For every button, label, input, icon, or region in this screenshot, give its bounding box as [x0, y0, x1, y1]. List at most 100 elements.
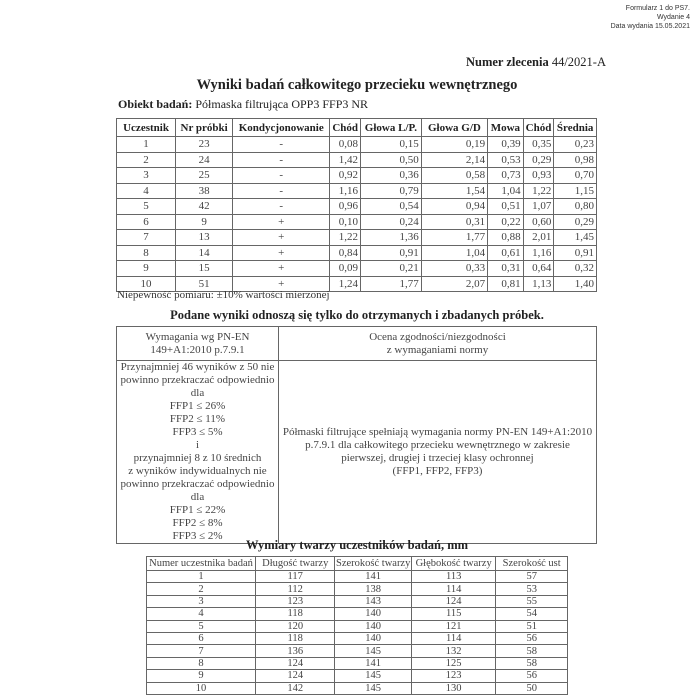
face-header-cell: Szerokość ust: [495, 556, 568, 571]
results-cell: -: [232, 136, 331, 153]
table-row: 1 23-0,08 0,15 0,19 0,39 0,35 0,23: [115, 136, 597, 153]
results-cell: 2,14: [420, 151, 489, 168]
results-cell: +: [232, 213, 331, 230]
face-cell: 51: [495, 619, 568, 633]
results-cell: 0,23: [553, 136, 597, 153]
results-cell: 0,96: [329, 198, 361, 215]
text-line: 149+A1:2010 p.7.9.1: [150, 343, 245, 356]
text-line: Wymagania wg PN-EN: [145, 330, 250, 343]
results-cell: 1,36: [360, 229, 422, 246]
results-cell: 24: [175, 151, 234, 168]
results-cell: 51: [175, 275, 234, 292]
results-cell: 0,21: [360, 260, 422, 277]
results-cell: +: [232, 229, 331, 246]
table-row: 9 15 +0,09 0,21 0,33 0,31 0,64 0,32: [115, 260, 597, 277]
face-table-title: Wymiary twarzy uczestników badań, mm: [245, 538, 469, 552]
results-cell: 2,07: [420, 275, 489, 292]
face-cell: 115: [410, 607, 497, 621]
results-cell: 1,45: [553, 229, 597, 246]
results-header-cell: Chód: [522, 118, 555, 137]
results-cell: 0,09: [329, 260, 361, 277]
face-cell: 7: [145, 644, 257, 658]
face-cell: 124: [255, 669, 336, 683]
results-cell: 0,80: [553, 198, 597, 215]
face-cell: 136: [255, 644, 336, 658]
results-header-cell: Chód: [329, 118, 361, 137]
results-cell: 1,40: [553, 275, 597, 292]
results-cell: 1,77: [360, 275, 422, 292]
face-cell: 56: [495, 669, 568, 683]
results-header-cell: Kondycjonowanie: [232, 118, 331, 137]
face-cell: 54: [495, 607, 568, 621]
requirements-body-row: Przynajmniej 46 wyników z 50 nie powinno …: [116, 360, 597, 544]
face-cell: 140: [334, 607, 412, 621]
results-cell: 0,08: [329, 136, 361, 153]
results-cell: 0,33: [420, 260, 489, 277]
text-line: (FFP1, FFP2, FFP3): [392, 465, 483, 477]
results-header-row: Uczestnik Nr próbki Kondycjonowanie Chód Gło…: [115, 118, 597, 137]
scope-note: Podane wyniki odnoszą się tylko do otrzy…: [170, 308, 544, 322]
text-line: FFP2 ≤ 11%: [169, 413, 226, 425]
face-cell: 58: [495, 656, 568, 671]
face-cell: 118: [255, 631, 336, 646]
assessment-text: Półmaski filtrujące spełniają wymagania …: [278, 360, 597, 544]
text-line: przynajmniej 8 z 10 średnich: [133, 452, 262, 464]
results-cell: 13: [175, 229, 234, 246]
table-row: 3 123 143 124 55: [145, 594, 568, 609]
table-row: 2 112 138 114 53: [145, 582, 568, 596]
results-cell: 1,24: [329, 275, 361, 292]
face-header-cell: Głębokość twarzy: [410, 556, 497, 571]
table-row: 6 118 140 114 56: [145, 631, 568, 646]
face-cell: 55: [495, 594, 568, 609]
results-cell: 38: [175, 182, 234, 199]
face-cell: 141: [334, 656, 412, 671]
results-cell: +: [232, 244, 331, 261]
results-cell: 1,22: [522, 182, 555, 199]
text-line: i: [195, 439, 200, 451]
order-value: 44/2021-A: [551, 55, 606, 69]
results-cell: 0,15: [360, 136, 422, 153]
results-cell: 0,54: [360, 198, 422, 215]
order-label: Numer zlecenia: [465, 55, 549, 69]
results-cell: +: [232, 275, 331, 292]
results-cell: 9: [175, 213, 234, 230]
face-cell: 114: [410, 582, 497, 596]
face-cell: 114: [410, 631, 497, 646]
results-cell: 0,64: [522, 260, 555, 277]
results-cell: 0,53: [487, 151, 524, 168]
issue-date: Data wydania 15.05.2021: [610, 23, 690, 30]
text-line: powinno przekraczać odpowiednio: [120, 478, 275, 490]
results-cell: 0,22: [487, 213, 524, 230]
text-line: FFP3 ≤ 2%: [172, 530, 223, 542]
page-title: Wyniki badań całkowitego przecieku wewnę…: [196, 77, 518, 93]
table-row: 5 42-0,96 0,54 0,94 0,51 1,07 0,80: [115, 198, 597, 215]
table-row: 5 120 140 121 51: [145, 619, 568, 633]
results-cell: 0,61: [487, 244, 524, 261]
face-cell: 124: [255, 656, 336, 671]
face-cell: 123: [410, 669, 497, 683]
table-row: 1 117 141 113 57: [145, 569, 568, 584]
face-cell: 130: [410, 681, 497, 695]
results-cell: 1,77: [420, 229, 489, 246]
face-cell: 112: [255, 582, 336, 596]
face-cell: 143: [334, 594, 412, 609]
face-cell: 140: [334, 619, 412, 633]
results-cell: 42: [175, 198, 234, 215]
face-header-cell: Długość twarzy: [255, 556, 336, 571]
face-cell: 123: [255, 594, 336, 609]
results-cell: 10: [115, 275, 177, 292]
results-cell: 1,15: [553, 182, 597, 199]
text-line: z wyników indywidualnych nie: [128, 465, 267, 477]
results-cell: 0,50: [360, 151, 422, 168]
results-cell: 2,01: [522, 229, 555, 246]
face-cell: 132: [410, 644, 497, 658]
results-cell: 1,22: [329, 229, 361, 246]
results-cell: 3: [115, 167, 177, 184]
results-cell: 15: [175, 260, 234, 277]
face-cell: 113: [410, 569, 497, 584]
table-row: 9 124 145 123 56: [145, 669, 568, 683]
results-cell: 1,07: [522, 198, 555, 215]
face-cell: 118: [255, 607, 336, 621]
results-header-cell: Głowa G/D: [420, 118, 489, 137]
face-cell: 140: [334, 631, 412, 646]
